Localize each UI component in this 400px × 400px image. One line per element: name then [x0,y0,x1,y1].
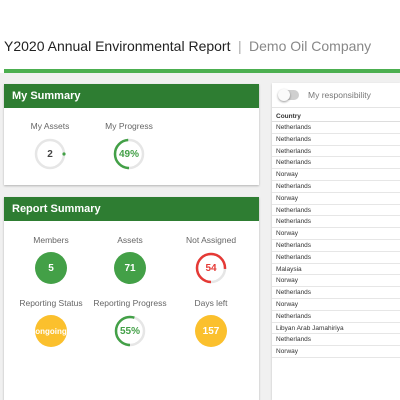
table-row[interactable]: Netherlands [272,240,400,252]
table-row[interactable]: Norway [272,299,400,311]
members-label: Members [33,235,69,245]
not-assigned-ring: 54 [195,252,227,284]
table-row[interactable]: Netherlands [272,181,400,193]
table-row[interactable]: Netherlands [272,146,400,158]
table-row[interactable]: Netherlands [272,157,400,170]
report-summary-title: Report Summary [4,197,259,221]
responsibility-panel: My responsibility Country Netherlands Net… [272,83,400,400]
table-row[interactable]: Malaysia [272,264,400,276]
table-row[interactable]: Norway [272,346,400,358]
country-column-header[interactable]: Country [272,110,400,122]
reporting-status-badge: ongoing [35,315,67,347]
table-row[interactable]: Netherlands [272,252,400,264]
table-row[interactable]: Norway [272,169,400,181]
reporting-progress-ring-graphic [114,315,146,347]
my-responsibility-label: My responsibility [308,90,371,100]
days-left-badge: 157 [195,315,227,347]
my-progress-label: My Progress [105,121,153,131]
responsibility-toggle-row[interactable]: My responsibility [272,83,400,108]
table-row[interactable]: Netherlands [272,334,400,347]
table-row[interactable]: Libyan Arab Jamahiriya [272,323,400,335]
my-progress-ring: 49% [113,138,145,170]
reporting-progress-label: Reporting Progress [93,298,167,308]
report-header: Y2020 Annual Environmental Report | Demo… [0,38,400,64]
table-row[interactable]: Norway [272,275,400,288]
report-title: Y2020 Annual Environmental Report [4,38,231,54]
reporting-status-stat: Reporting Status ongoing [11,298,91,347]
table-row[interactable]: Netherlands [272,287,400,299]
my-assets-ring-graphic [34,138,66,170]
days-left-label: Days left [194,298,228,308]
members-stat: Members 5 [11,235,91,284]
reporting-status-label: Reporting Status [19,298,83,308]
my-assets-stat: My Assets 2 [10,121,90,170]
my-progress-stat: My Progress 49% [89,121,169,170]
my-assets-ring: 2 [34,138,66,170]
reporting-progress-ring: 55% [114,315,146,347]
my-responsibility-toggle[interactable] [278,89,299,101]
my-assets-label: My Assets [30,121,70,131]
table-row[interactable]: Netherlands [272,216,400,229]
assets-stat: Assets 71 [90,235,170,284]
my-summary-title: My Summary [4,84,259,108]
country-list: Netherlands Netherlands Netherlands Netherl… [272,122,400,358]
dashboard-main: My Summary My Assets 2 My Progress 49% [0,73,400,400]
table-row[interactable]: Norway [272,193,400,205]
company-name: Demo Oil Company [249,38,372,54]
reporting-progress-value: 55% [119,325,140,337]
not-assigned-label: Not Assigned [185,235,237,245]
my-summary-card: My Summary My Assets 2 My Progress 49% [4,84,259,185]
table-row[interactable]: Netherlands [272,122,400,134]
table-row[interactable]: Norway [272,228,400,240]
report-summary-card: Report Summary Members 5 Assets 71 Not A… [4,197,259,400]
reporting-progress-stat: Reporting Progress 55% [90,298,170,347]
assets-label: Assets [117,235,143,245]
days-left-stat: Days left 157 [171,298,251,347]
not-assigned-value: 54 [205,262,217,274]
my-progress-ring-graphic [113,138,145,170]
assets-badge: 71 [114,252,146,284]
table-row[interactable]: Netherlands [272,311,400,323]
not-assigned-stat: Not Assigned 54 [171,235,251,284]
my-assets-value: 2 [47,148,53,160]
header-divider [4,69,400,73]
toggle-knob [278,89,290,101]
table-row[interactable]: Netherlands [272,134,400,146]
table-row[interactable]: Netherlands [272,205,400,217]
title-separator: | [237,38,242,54]
my-progress-value: 49% [118,148,139,160]
not-assigned-ring-graphic [195,252,227,284]
members-badge: 5 [35,252,67,284]
